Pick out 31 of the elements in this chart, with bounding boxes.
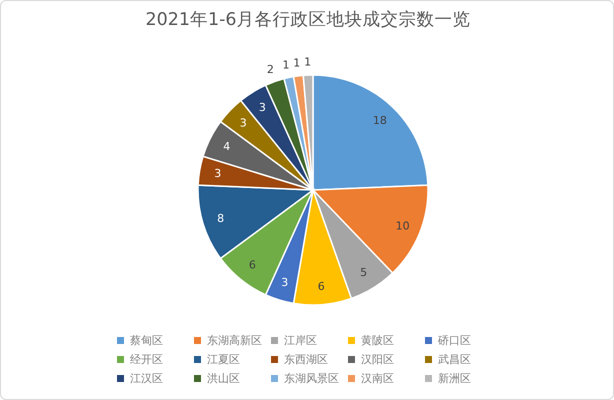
data-label: 8 <box>217 212 224 225</box>
data-label: 10 <box>396 220 410 233</box>
legend-label: 黄陂区 <box>361 333 394 348</box>
legend-label: 汉阳区 <box>361 352 394 367</box>
legend-label: 江汉区 <box>130 371 163 386</box>
data-label: 3 <box>258 101 266 114</box>
data-label: 6 <box>318 280 325 293</box>
legend-label: 经开区 <box>130 352 163 367</box>
legend-label: 硚口区 <box>438 333 471 348</box>
data-label: 1 <box>282 58 290 72</box>
data-label: 5 <box>360 266 368 279</box>
legend-label: 洪山区 <box>207 371 240 386</box>
legend-label: 汉南区 <box>361 371 394 386</box>
data-label: 2 <box>266 62 274 76</box>
data-label: 1 <box>293 56 300 70</box>
legend-label: 东西湖区 <box>284 352 328 367</box>
legend-label: 江岸区 <box>284 333 317 348</box>
data-label: 3 <box>240 116 247 130</box>
data-label: 1 <box>304 56 312 69</box>
data-label: 4 <box>223 140 230 154</box>
data-label: 6 <box>248 258 256 272</box>
chart-title: 2021年1-6月各行政区地块成交宗数一览 <box>144 9 472 31</box>
legend-label: 蔡甸区 <box>130 333 163 348</box>
legend-label: 江夏区 <box>207 352 240 367</box>
legend-label: 武昌区 <box>438 352 471 367</box>
legend-label: 东湖高新区 <box>207 333 262 348</box>
legend-label: 新洲区 <box>438 371 471 386</box>
data-label: 18 <box>372 114 387 127</box>
data-label: 3 <box>281 276 288 289</box>
data-label: 3 <box>214 167 222 180</box>
legend-label: 东湖风景区 <box>284 371 339 386</box>
